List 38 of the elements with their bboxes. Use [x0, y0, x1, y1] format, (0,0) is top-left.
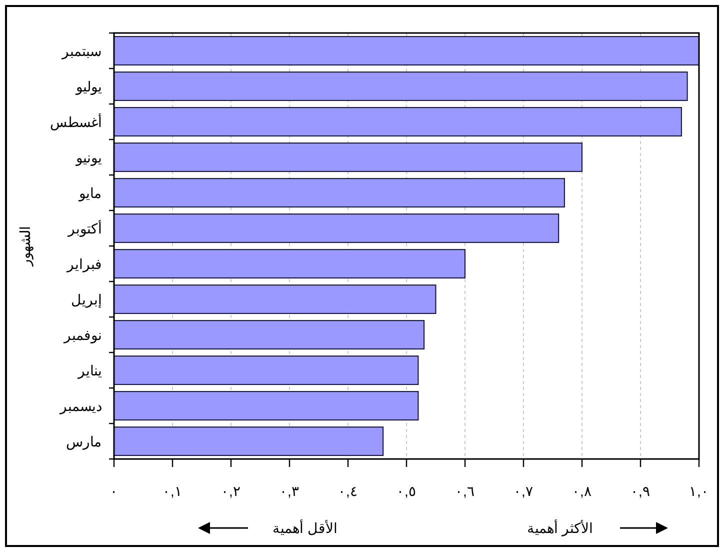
y-tick-label: ديسمبر: [59, 398, 102, 415]
text: الأقل أهمية: [272, 518, 338, 536]
x-tick-label: ١,٠: [689, 483, 709, 499]
bar: [114, 214, 560, 243]
y-tick-label: نوفمبر: [63, 326, 102, 344]
x-tick-label: ٠: [110, 483, 118, 499]
text: الأكثر أهمية: [527, 518, 593, 537]
bar: [114, 142, 582, 172]
bar: [114, 426, 384, 456]
bar: [114, 249, 466, 278]
y-tick-label: إبريل: [71, 291, 102, 308]
y-tick-label: أكتوبر: [67, 218, 102, 238]
bar: [114, 72, 688, 101]
y-tick-label: يوليو: [75, 78, 102, 96]
x-tick-label: ٠,٢: [221, 483, 241, 499]
x-tick-label: ٠,١: [162, 483, 182, 499]
bar: [114, 107, 682, 136]
y-tick-label: يناير: [77, 362, 102, 380]
bar: [114, 178, 565, 208]
bar: [114, 320, 425, 350]
y-axis-title: الشهور: [17, 226, 34, 267]
y-tick-label: أغسطس: [50, 112, 102, 131]
y-tick-label: سبتمبر: [61, 42, 102, 60]
y-tick-label: مارس: [66, 433, 102, 450]
bar: [114, 284, 436, 314]
x-tick-label: ٠,٦: [455, 483, 475, 499]
bar: [114, 356, 419, 385]
bar: [114, 391, 419, 420]
x-tick-label: ٠,٣: [280, 483, 300, 499]
x-tick-label: ٠,٨: [572, 483, 592, 499]
y-tick-label: يونيو: [75, 149, 102, 166]
x-tick-label: ٠,٧: [514, 483, 534, 499]
y-tick-label: فبراير: [66, 256, 102, 273]
x-tick-label: ٠,٤: [338, 483, 358, 499]
bar: [114, 36, 700, 66]
x-tick-label: ٠,٥: [396, 483, 416, 499]
y-tick-label: مايو: [78, 184, 102, 202]
x-tick-label: ٠,٩: [630, 483, 650, 499]
